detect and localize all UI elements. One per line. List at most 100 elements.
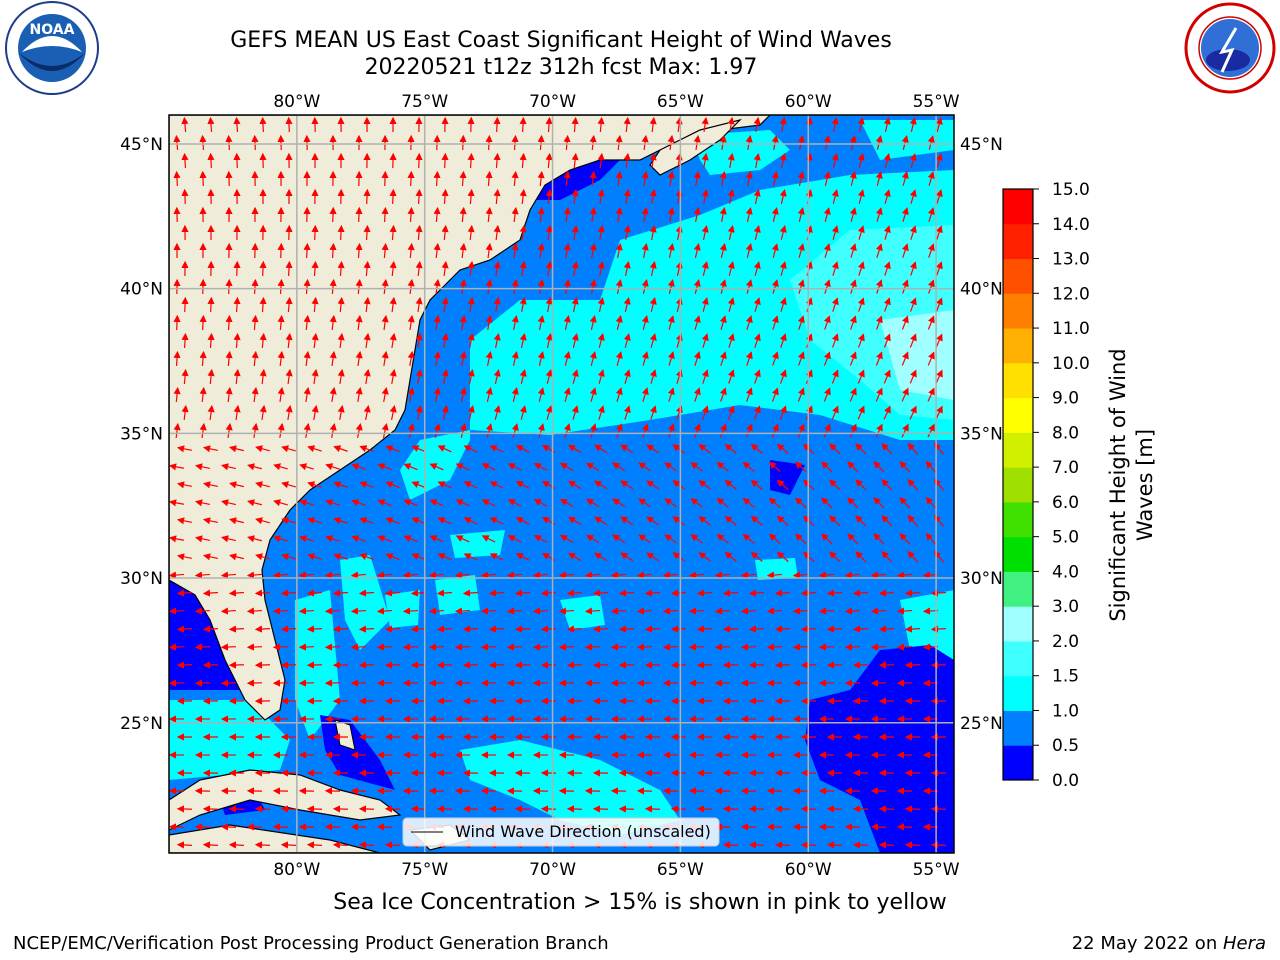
wind-wave-arrow xyxy=(719,170,727,186)
wind-wave-arrow xyxy=(511,387,519,402)
wind-wave-arrow xyxy=(355,278,363,295)
wind-wave-arrow xyxy=(537,278,545,294)
colorbar-segment xyxy=(1003,467,1033,503)
wind-wave-arrow xyxy=(589,315,597,330)
wind-wave-arrow xyxy=(771,170,779,186)
colorbar-segment xyxy=(1003,293,1033,329)
wind-wave-arrow xyxy=(719,351,727,366)
wind-wave-arrow xyxy=(930,661,947,669)
wind-wave-arrow xyxy=(857,333,865,348)
wind-wave-arrow xyxy=(563,423,571,438)
wind-wave-arrow xyxy=(566,589,583,597)
wind-wave-arrow xyxy=(896,607,913,615)
colorbar-segment xyxy=(1003,258,1033,294)
wind-wave-arrow xyxy=(363,404,371,420)
wind-wave-arrow xyxy=(307,445,322,453)
wind-wave-arrow xyxy=(823,279,831,294)
wind-wave-arrow xyxy=(745,279,753,294)
wind-wave-arrow xyxy=(646,480,660,490)
wind-wave-arrow xyxy=(927,243,935,258)
wind-wave-arrow xyxy=(337,332,345,349)
wind-wave-arrow xyxy=(662,643,679,651)
wind-wave-arrow xyxy=(169,607,185,615)
colorbar-tick-label: 0.0 xyxy=(1052,771,1079,791)
wind-wave-arrow xyxy=(488,625,505,633)
wind-wave-arrow xyxy=(745,134,753,150)
lon-tick-label: 70°W xyxy=(529,92,576,112)
wind-wave-arrow xyxy=(307,517,322,525)
wind-wave-arrow xyxy=(246,823,263,831)
wind-wave-arrow xyxy=(641,423,649,438)
wind-wave-arrow xyxy=(485,134,493,151)
colorbar-segment xyxy=(1003,640,1033,677)
wind-wave-arrow xyxy=(716,461,729,472)
wind-wave-arrow xyxy=(332,625,349,633)
wind-wave-arrow xyxy=(696,625,713,633)
wind-wave-arrow xyxy=(844,643,861,651)
wind-wave-arrow xyxy=(641,387,649,402)
wind-wave-arrow xyxy=(558,571,575,579)
wind-wave-arrow xyxy=(881,443,893,455)
wind-wave-arrow xyxy=(925,496,937,509)
wind-wave-arrow xyxy=(719,279,727,294)
wind-wave-arrow xyxy=(537,206,545,223)
wind-wave-arrow xyxy=(875,315,883,330)
wind-wave-arrow xyxy=(381,422,389,438)
wind-wave-arrow xyxy=(511,242,519,259)
wind-wave-arrow xyxy=(337,224,345,241)
wind-wave-arrow xyxy=(229,553,244,561)
wind-wave-arrow xyxy=(722,589,739,597)
wind-wave-arrow xyxy=(202,553,218,561)
wind-wave-arrow xyxy=(545,188,553,205)
wind-wave-arrow xyxy=(670,661,687,669)
wind-wave-arrow xyxy=(878,625,895,633)
title-line-2: 20220521 t12z 312h fcst Max: 1.97 xyxy=(364,55,758,80)
wind-wave-arrow xyxy=(771,351,779,366)
wind-wave-arrow xyxy=(415,332,423,349)
wind-wave-arrow xyxy=(620,552,634,562)
wind-wave-arrow xyxy=(332,661,349,669)
wind-wave-arrow xyxy=(818,571,835,579)
wind-wave-arrow xyxy=(176,517,192,525)
wind-wave-arrow xyxy=(636,571,653,579)
wind-wave-arrow xyxy=(831,225,839,240)
wind-wave-arrow xyxy=(826,589,843,597)
colorbar-tick-label: 15.0 xyxy=(1052,180,1090,200)
wind-wave-arrow xyxy=(247,463,262,471)
wind-wave-arrow xyxy=(246,607,263,615)
wind-wave-arrow xyxy=(325,535,340,543)
colorbar-tick-label: 1.0 xyxy=(1052,701,1079,721)
wind-wave-arrow xyxy=(389,224,397,241)
wind-wave-arrow xyxy=(571,188,579,205)
wind-wave-arrow xyxy=(927,171,935,186)
wave-region-1.0-1.5m xyxy=(755,558,798,580)
wind-wave-arrow xyxy=(407,350,415,366)
wind-wave-arrow xyxy=(351,463,366,471)
wind-wave-arrow xyxy=(597,333,605,348)
wind-wave-arrow xyxy=(927,351,935,366)
wind-wave-arrow xyxy=(173,386,181,403)
wind-wave-arrow xyxy=(750,515,763,526)
wind-wave-arrow xyxy=(831,153,839,168)
wind-wave-arrow xyxy=(255,553,270,561)
wind-wave-arrow xyxy=(701,369,709,384)
wind-wave-arrow xyxy=(202,589,219,597)
wind-wave-arrow xyxy=(194,463,210,471)
wind-wave-arrow xyxy=(303,386,311,403)
wind-wave-arrow xyxy=(690,534,703,544)
wind-wave-arrow xyxy=(480,571,497,579)
wind-wave-arrow xyxy=(540,625,557,633)
wind-wave-arrow xyxy=(701,405,709,420)
wind-wave-arrow xyxy=(797,279,805,294)
wind-wave-arrow xyxy=(927,423,935,438)
wind-wave-arrow xyxy=(615,315,623,330)
wind-wave-arrow xyxy=(771,207,779,222)
wind-wave-arrow xyxy=(698,552,711,562)
wind-wave-arrow xyxy=(909,153,917,168)
wind-wave-arrow xyxy=(847,533,859,545)
wind-wave-arrow xyxy=(594,516,608,526)
wind-wave-arrow xyxy=(207,296,215,313)
wind-wave-arrow xyxy=(615,278,623,294)
wind-wave-arrow xyxy=(225,134,233,151)
wind-wave-arrow xyxy=(857,225,865,240)
